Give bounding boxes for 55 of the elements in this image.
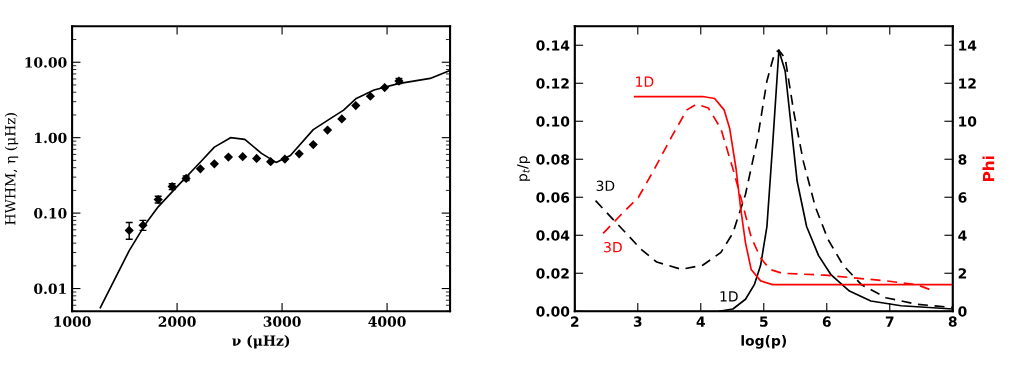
x-tick-label: 2 (571, 316, 579, 327)
y-axis-title: p$_{t}$/p (517, 156, 531, 181)
y-tick-label: 0.06 (536, 192, 570, 203)
y2-tick-label: 12 (959, 78, 976, 89)
y2-tick-label: 4 (958, 230, 967, 241)
y2-axis-title: Phi (982, 156, 995, 181)
point (380, 82, 390, 93)
point (209, 159, 219, 169)
y2-tick-label: 8 (958, 154, 967, 165)
y-tick-label: 10.00 (25, 57, 67, 68)
y2-tick-label: 2 (958, 268, 967, 279)
x-tick-label: 1000 (54, 316, 91, 327)
point (124, 225, 134, 235)
y2-tick-label: 0 (958, 306, 967, 317)
series-label: 1D (636, 76, 654, 87)
x-tick-label: 5 (760, 316, 768, 327)
y2-tick-label: 14 (959, 40, 977, 51)
y-axis-title: HWHM, η (μHz) (4, 113, 19, 225)
y-tick-label: 1.00 (35, 132, 67, 144)
x-axis-title: ν (μHz) (232, 335, 290, 349)
x-tick-label: 3 (633, 316, 642, 327)
x-tick-label: 4000 (368, 316, 406, 327)
point (266, 157, 276, 167)
y-tick-label: 0.14 (536, 40, 570, 51)
point (280, 154, 290, 164)
point (223, 152, 234, 162)
y-tick-label: 0.10 (536, 116, 570, 127)
x-tick-label: 2000 (158, 316, 196, 327)
point (365, 91, 375, 101)
point (337, 114, 347, 124)
y-tick-label: 0.01 (34, 283, 66, 295)
x-tick-label: 8 (948, 316, 957, 327)
point (238, 152, 248, 162)
point (252, 153, 262, 164)
x-tick-label: 7 (885, 316, 894, 327)
x-axis-title: log(p) (741, 335, 787, 349)
point (294, 149, 304, 159)
y2-tick-label: 6 (958, 192, 967, 203)
point (308, 139, 318, 150)
y-tick-label: 0.02 (536, 268, 569, 279)
series-label: 3D (596, 180, 615, 192)
series-label: 1D (720, 291, 738, 302)
point (351, 101, 361, 111)
y2-tick-label: 10 (959, 116, 977, 127)
x-tick-label: 4 (696, 316, 705, 327)
y-tick-label: 0.00 (536, 306, 570, 317)
point (195, 164, 205, 174)
y-tick-label: 0.12 (536, 78, 569, 89)
point (322, 125, 333, 135)
y-tick-label: 0.08 (536, 154, 570, 165)
x-tick-label: 6 (822, 316, 831, 327)
y-tick-label: 0.04 (536, 230, 570, 241)
y-tick-label: 0.10 (34, 208, 67, 219)
series-label: 3D (604, 241, 622, 253)
x-tick-label: 3000 (263, 316, 301, 327)
